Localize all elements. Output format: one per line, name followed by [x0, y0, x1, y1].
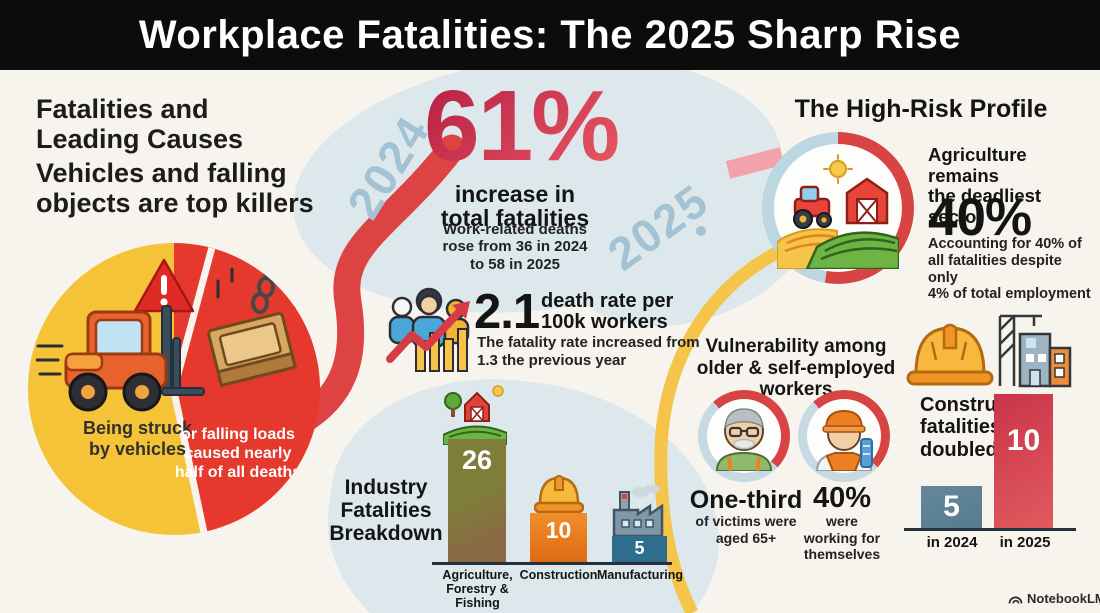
brand-name: NotebookLM: [1027, 591, 1100, 606]
construction-bar-2024: 5: [921, 486, 982, 528]
young-worker-illustration: [815, 409, 873, 471]
construction-chart-baseline: [904, 528, 1076, 531]
stat-61-percent: 61%: [424, 70, 620, 182]
subheading-top-killers: Vehicles and falling objects are top kil…: [36, 158, 314, 219]
hard-hat-mini-icon: [534, 475, 584, 514]
farm-mini-icon: [443, 385, 507, 445]
brand-watermark: NotebookLM: [1008, 591, 1100, 606]
industry-chart-title: Industry Fatalities Breakdown: [329, 476, 443, 546]
causes-pie-chart: Being struck by vehicles or falling load…: [28, 243, 320, 535]
agriculture-heading: Agriculture remains the deadliest sector: [928, 144, 1042, 228]
stat-death-rate-label: death rate per 100k workers: [541, 290, 674, 333]
vulnerability-heading: Vulnerability among older & self-employe…: [696, 336, 896, 401]
industry-chart-baseline: [432, 562, 672, 565]
section-heading-causes: Fatalities and Leading Causes: [36, 94, 244, 155]
page-title: Workplace Fatalities: The 2025 Sharp Ris…: [138, 12, 962, 57]
construction-bar-2025: 10: [994, 394, 1053, 528]
stat-40-percent-self-employed: 40%: [812, 482, 872, 514]
industry-category-construction: Construction: [519, 568, 598, 582]
pie-label-vehicles: Being struck by vehicles: [82, 418, 193, 459]
yellow-arc: [654, 246, 782, 613]
stat-self-employed-subtext: were working for themselves: [803, 513, 881, 563]
construction-site-icon: [906, 314, 1072, 388]
industry-category-manufacturing: Manufacturing: [596, 568, 684, 582]
falling-crate-icon: [207, 263, 298, 388]
industry-bar-manufacturing: 5: [612, 536, 667, 562]
high-risk-heading: The High-Risk Profile: [794, 95, 1048, 123]
industry-bar-construction: 10: [530, 513, 587, 562]
agriculture-circle-badge: [762, 132, 914, 284]
bar-value: 26: [461, 445, 493, 475]
bar-value: 5: [943, 490, 960, 523]
bar-value: 10: [545, 517, 572, 543]
stat-one-third-subtext: of victims were aged 65+: [695, 513, 797, 546]
bar-value: 5: [634, 538, 645, 558]
older-worker-illustration: [715, 408, 773, 471]
bar-value: 10: [1006, 424, 1041, 457]
industry-bar-agriculture: 26: [448, 439, 506, 562]
stat-61-label: increase in total fatalities: [440, 181, 590, 232]
industry-category-agriculture: Agriculture, Forestry & Fishing: [442, 568, 513, 610]
red-ribbon: [286, 134, 466, 436]
agriculture-subtext: Accounting for 40% of all fatalities des…: [928, 236, 1091, 303]
stat-death-rate-subtext: The fatality rate increased from 1.3 the…: [477, 334, 700, 369]
older-worker-badge: [698, 390, 790, 482]
title-bar: Workplace Fatalities: The 2025 Sharp Ris…: [0, 0, 1100, 70]
construction-label-2025: in 2025: [999, 534, 1051, 551]
stat-61-subtext: Work-related deaths rose from 36 in 2024…: [442, 221, 588, 273]
factory-mini-icon: [612, 484, 664, 538]
stat-death-rate: 2.1: [474, 285, 540, 339]
stat-one-third: One-third: [689, 486, 803, 514]
farm-illustration: [777, 154, 899, 269]
workers-trend-icon: [386, 287, 470, 372]
decorative-dot: [696, 226, 706, 236]
stat-40-percent-agriculture: 40%: [928, 188, 1032, 247]
pink-connector: [725, 147, 785, 179]
construction-label-2024: in 2024: [926, 534, 978, 551]
self-employed-worker-badge: [798, 390, 890, 482]
notebooklm-logo-icon: [1008, 596, 1023, 604]
pie-label-falling-loads: or falling loads caused nearly half of a…: [174, 426, 302, 482]
forklift-icon: [36, 305, 205, 412]
